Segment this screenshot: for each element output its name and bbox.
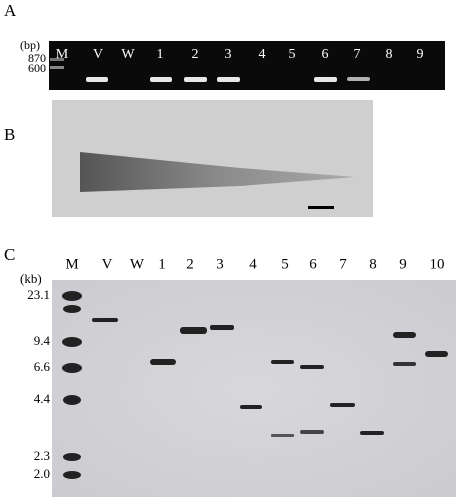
blot: [52, 280, 456, 497]
lane-label: V: [93, 47, 103, 62]
leaf: [80, 152, 355, 192]
lane-label: 3: [225, 47, 232, 62]
lane-label: 5: [281, 256, 289, 272]
lane-label: 3: [216, 256, 224, 272]
lane-label: 5: [289, 47, 296, 62]
lane-label: 7: [339, 256, 347, 272]
lane-label: 2: [186, 256, 194, 272]
unit-label: (kb): [20, 271, 42, 286]
lane-label: 6: [309, 256, 317, 272]
size-label: 870: [28, 51, 46, 65]
size-label: 2.3: [34, 448, 50, 463]
lane-label: 6: [322, 47, 329, 62]
size-label: 9.4: [34, 333, 51, 348]
lane-label: 7: [354, 47, 361, 62]
lane-label: 4: [259, 47, 266, 62]
lane-label: M: [65, 256, 78, 272]
size-label: 6.6: [34, 359, 51, 374]
lane-label: 1: [158, 256, 166, 272]
size-label: 600: [28, 61, 46, 75]
lane-label: 4: [249, 256, 257, 272]
lane-label: M: [56, 47, 69, 62]
lane-label: 8: [369, 256, 377, 272]
panel-label: A: [4, 1, 17, 20]
lane-label: 10: [430, 256, 445, 272]
lane-label: 9: [417, 47, 424, 62]
bands: [62, 291, 448, 479]
size-label: 4.4: [34, 391, 51, 406]
gel: [49, 41, 445, 90]
lane-label: 2: [192, 47, 199, 62]
lane-label: W: [121, 47, 135, 62]
size-label: 2.0: [34, 466, 50, 481]
lane-label: 8: [386, 47, 393, 62]
unit-label: (bp): [20, 38, 40, 52]
lane-label: 9: [399, 256, 407, 272]
lane-label: V: [102, 256, 113, 272]
panel-label: B: [4, 125, 15, 144]
lane-label: 1: [157, 47, 164, 62]
bands: [50, 58, 370, 82]
lane-label: W: [130, 256, 145, 272]
size-label: 23.1: [27, 287, 50, 302]
scale-bar: [308, 206, 334, 209]
panel-label: C: [4, 245, 15, 264]
